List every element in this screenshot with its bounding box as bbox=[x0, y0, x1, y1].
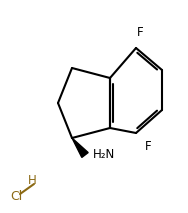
Text: F: F bbox=[137, 26, 143, 39]
Polygon shape bbox=[72, 138, 88, 157]
Text: F: F bbox=[145, 141, 151, 154]
Text: H₂N: H₂N bbox=[93, 148, 115, 161]
Text: H: H bbox=[28, 174, 36, 187]
Text: Cl: Cl bbox=[10, 190, 22, 203]
